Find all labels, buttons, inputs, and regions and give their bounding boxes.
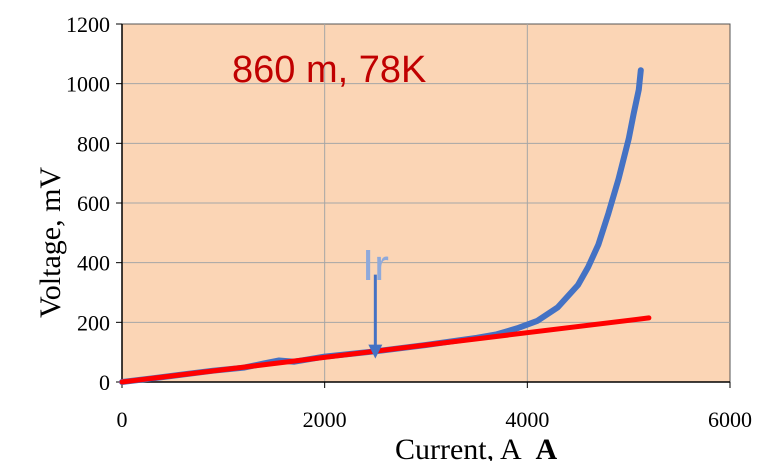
x-tick-label-0: 0: [117, 407, 128, 432]
series-layer: [119, 67, 652, 385]
series-line-1: [119, 315, 652, 385]
x-tick-label-2: 4000: [505, 407, 549, 432]
y-tick-label-5: 1000: [66, 72, 110, 97]
y-tick-label-1: 200: [77, 310, 110, 335]
ir-marker: Ir: [362, 241, 389, 359]
ir-arrow-head: [368, 344, 383, 359]
ir-label: Ir: [362, 241, 389, 290]
tick-labels: 0 200 400 600 800 1000 1200 0 2000 4000 6000: [66, 12, 752, 432]
x-axis-title: Current, A A: [395, 433, 558, 461]
y-tick-label-0: 0: [99, 370, 110, 395]
x-axis-title-main: Current, A: [395, 433, 522, 461]
y-tick-label-2: 400: [77, 251, 110, 276]
chart-annotation: 860 m, 78K: [232, 49, 426, 91]
x-tick-label-3: 6000: [708, 407, 752, 432]
y-tick-label-3: 600: [77, 191, 110, 216]
y-tick-label-6: 1200: [66, 12, 110, 37]
y-tick-label-4: 800: [77, 131, 110, 156]
x-axis-title-suffix: A: [536, 433, 558, 461]
grid: [116, 23, 731, 388]
y-axis-title: Voltage, mV: [34, 167, 67, 318]
x-tick-label-1: 2000: [303, 407, 347, 432]
